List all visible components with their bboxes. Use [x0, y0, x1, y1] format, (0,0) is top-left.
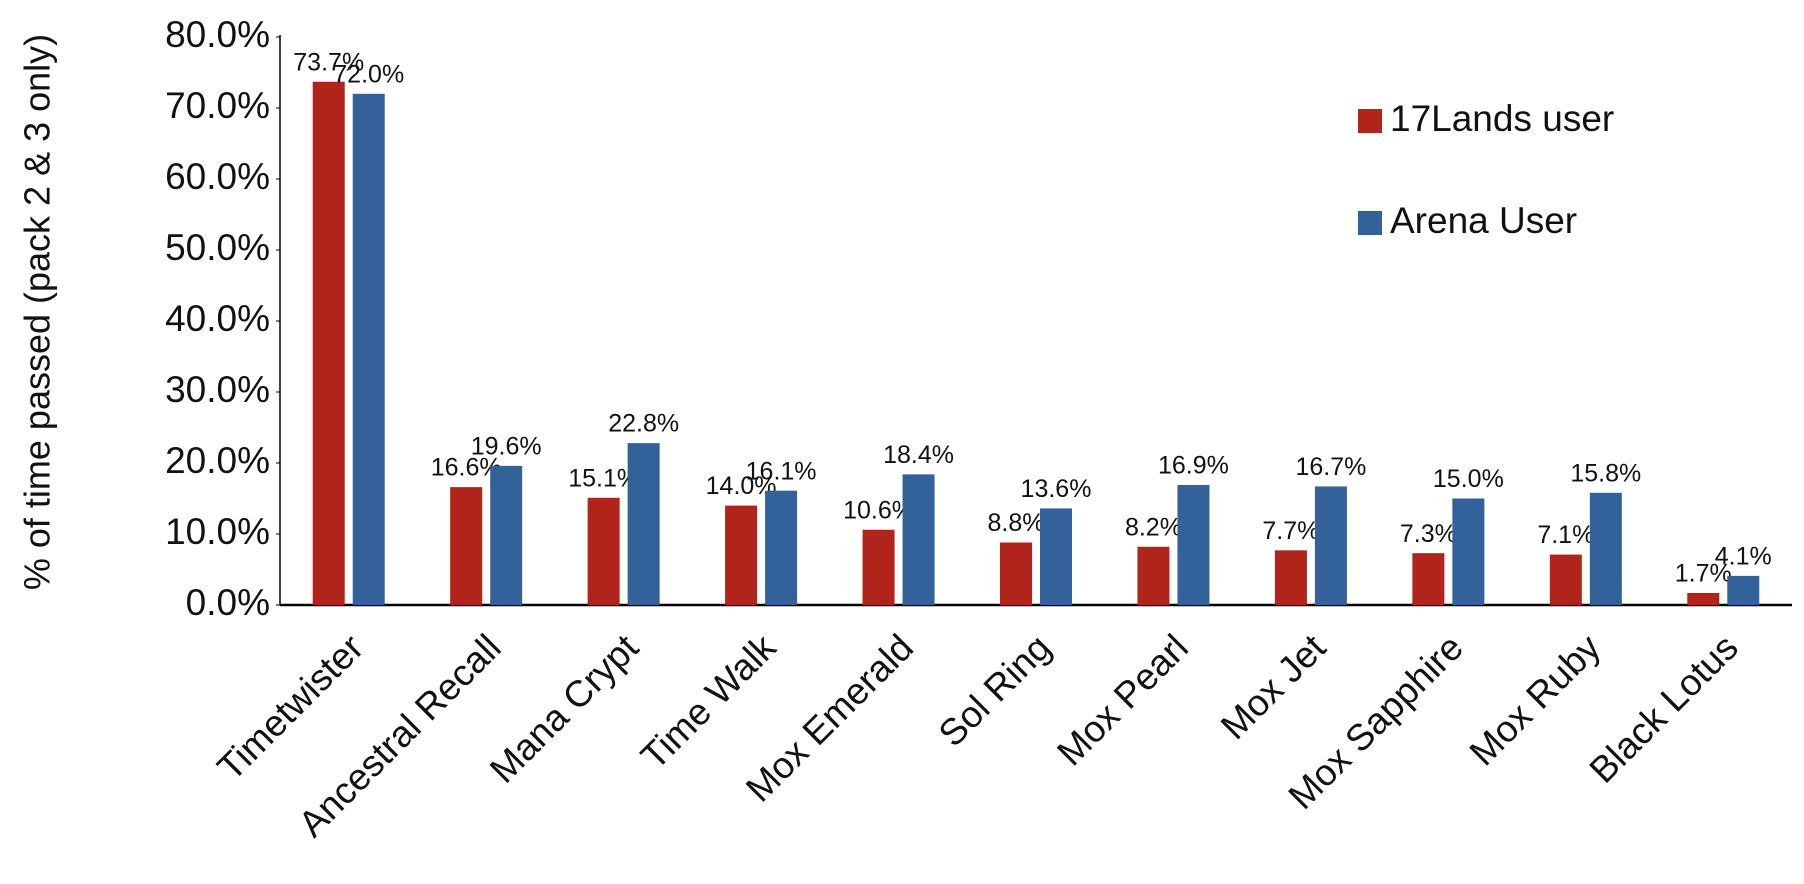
- data-label: 16.1%: [746, 457, 817, 485]
- x-tick-label: Mox Ruby: [1462, 626, 1609, 773]
- bar: [490, 465, 523, 605]
- data-label: 10.6%: [843, 496, 914, 524]
- data-label: 15.0%: [1433, 465, 1504, 493]
- bar: [1137, 546, 1170, 605]
- y-tick-label: 50.0%: [165, 227, 270, 268]
- x-tick-label: Mox Jet: [1213, 626, 1334, 747]
- y-tick-label: 20.0%: [165, 440, 270, 481]
- y-tick-label: 10.0%: [165, 511, 270, 552]
- data-label: 7.1%: [1537, 521, 1594, 549]
- bar: [1412, 553, 1445, 605]
- data-label: 72.0%: [333, 60, 404, 88]
- x-tick-label: Black Lotus: [1582, 627, 1746, 791]
- y-tick-label: 70.0%: [165, 85, 270, 126]
- data-label: 16.6%: [431, 454, 502, 482]
- x-tick-label: Mana Crypt: [482, 626, 647, 791]
- data-label: 18.4%: [883, 441, 954, 469]
- bar: [1040, 508, 1072, 605]
- y-tick-label: 60.0%: [165, 156, 270, 197]
- legend-swatch: [1358, 211, 1382, 235]
- y-tick-label: 80.0%: [165, 14, 270, 55]
- data-label: 1.7%: [1675, 560, 1732, 588]
- bar: [1687, 592, 1720, 605]
- data-label: 15.1%: [568, 464, 639, 492]
- data-label: 73.7%: [293, 48, 364, 76]
- bar: [862, 529, 895, 605]
- bar: [352, 93, 385, 606]
- bar: [1000, 542, 1032, 605]
- bar: [1549, 554, 1582, 605]
- bar: [1589, 492, 1622, 605]
- bar: [587, 497, 620, 605]
- y-tick-label: 0.0%: [186, 582, 270, 623]
- y-tick-label: 40.0%: [165, 298, 270, 339]
- data-label: 16.9%: [1158, 452, 1229, 480]
- data-label: 7.3%: [1400, 520, 1457, 548]
- bar: [450, 487, 483, 605]
- data-label: 7.7%: [1262, 517, 1319, 545]
- bar: [627, 443, 660, 605]
- data-label: 19.6%: [471, 432, 542, 460]
- bar: [1177, 485, 1210, 605]
- legend-swatch: [1358, 109, 1382, 133]
- data-label: 8.8%: [988, 509, 1045, 537]
- y-tick-label: 30.0%: [165, 369, 270, 410]
- bar: [1452, 498, 1485, 605]
- bar: [765, 490, 798, 605]
- bar: [1274, 550, 1307, 605]
- data-label: 22.8%: [608, 410, 679, 438]
- bar: [1727, 575, 1760, 605]
- y-axis-label: % of time passed (pack 2 & 3 only): [17, 34, 58, 590]
- data-label: 15.8%: [1570, 459, 1641, 487]
- x-tick-label: Time Walk: [633, 626, 784, 777]
- legend-label: Arena User: [1390, 200, 1577, 241]
- data-label: 4.1%: [1715, 542, 1772, 570]
- bar: [1314, 486, 1347, 605]
- data-label: 8.2%: [1125, 513, 1182, 541]
- data-label: 14.0%: [706, 472, 777, 500]
- data-label: 16.7%: [1295, 453, 1366, 481]
- bar: [902, 474, 935, 605]
- legend-label: 17Lands user: [1390, 98, 1614, 139]
- x-tick-label: Mox Pearl: [1049, 627, 1196, 774]
- bar: [312, 81, 345, 606]
- data-label: 13.6%: [1021, 475, 1092, 503]
- x-tick-label: Sol Ring: [931, 627, 1059, 755]
- bar: [725, 505, 758, 605]
